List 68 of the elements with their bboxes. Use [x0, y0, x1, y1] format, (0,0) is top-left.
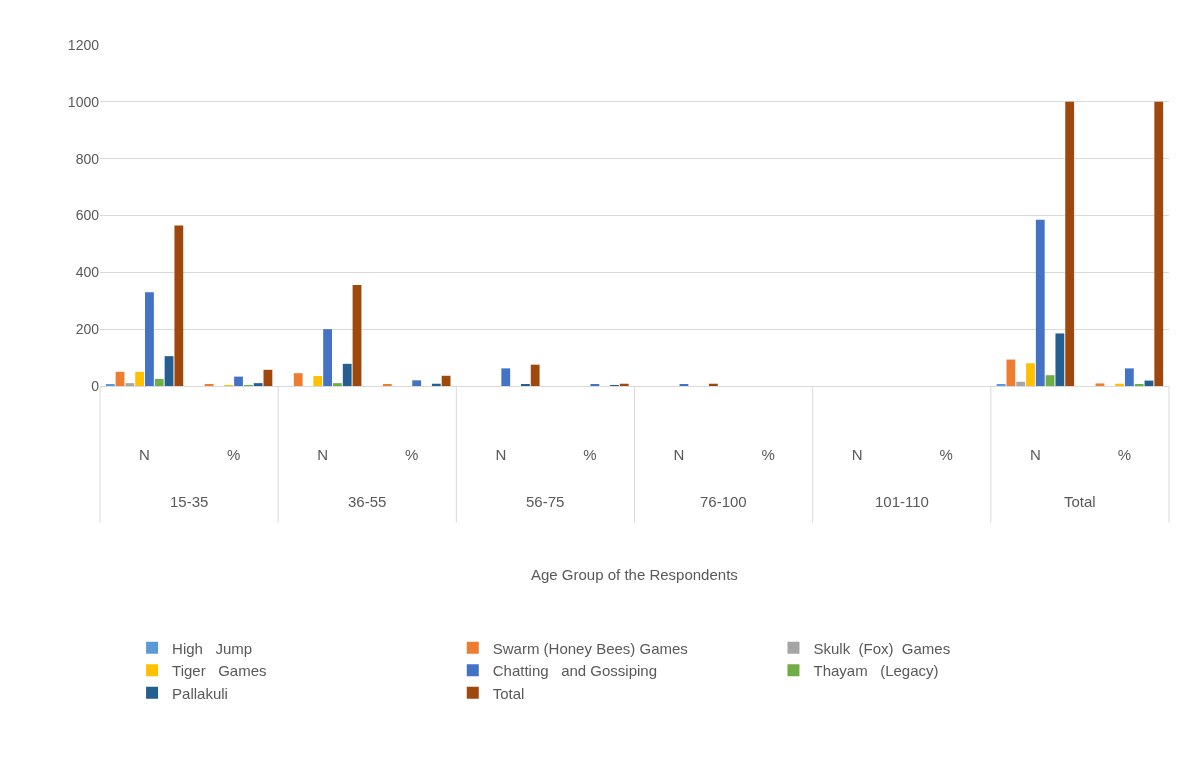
- bar: [1124, 368, 1134, 386]
- legend-label: Swarm (Honey Bees) Games: [492, 639, 688, 657]
- bar: [441, 375, 451, 386]
- text: 101-110: [875, 493, 929, 510]
- text: 76-100: [700, 493, 747, 510]
- y-tick-label: 1200: [67, 36, 100, 53]
- bar: [145, 292, 154, 386]
- legend-label: Pallakuli: [172, 684, 228, 702]
- bar: [342, 363, 352, 386]
- bar: [1016, 381, 1026, 386]
- y-tick-label: 200: [75, 321, 100, 338]
- bar: [115, 371, 125, 386]
- bar: [154, 378, 164, 386]
- bar: [135, 371, 145, 386]
- bar: [1065, 101, 1075, 386]
- bar: [1006, 359, 1016, 386]
- bar: [1055, 333, 1065, 386]
- x-tick-label: %: [1117, 446, 1132, 463]
- text: 36-55: [348, 493, 387, 510]
- bar: [1154, 101, 1164, 386]
- x-tick-label: N: [495, 446, 507, 463]
- text: 15-35: [170, 493, 209, 510]
- bar: [333, 383, 342, 386]
- bar: [708, 383, 718, 386]
- x-tick-label: N: [139, 446, 150, 463]
- x-tick-label: N: [1029, 446, 1041, 463]
- bar: [323, 329, 333, 386]
- bar: [313, 376, 323, 386]
- bar: [125, 383, 135, 386]
- x-tick-label: N: [673, 446, 685, 463]
- x-tick-label: %: [761, 446, 775, 463]
- bar: [174, 225, 184, 386]
- bar: [530, 364, 540, 386]
- text: Total: [1064, 493, 1096, 510]
- y-tick-label: 800: [75, 150, 100, 167]
- legend-label: High Jump: [172, 639, 253, 657]
- x-tick-label: %: [583, 446, 597, 463]
- y-tick-label: 1000: [67, 93, 100, 110]
- bar: [1045, 375, 1055, 386]
- legend-label: Total: [492, 684, 525, 702]
- x-tick-label: N: [851, 446, 863, 463]
- bar: [1115, 383, 1124, 386]
- bar: [293, 373, 303, 386]
- bar: [1026, 363, 1035, 386]
- y-tick-label: 600: [75, 207, 100, 224]
- bar: [234, 376, 243, 386]
- legend-label: Tiger Games: [172, 662, 267, 680]
- y-tick-label: 0: [91, 377, 100, 394]
- legend-label: Skulk (Fox) Games: [813, 639, 951, 657]
- bar: [164, 356, 174, 386]
- bar: [352, 285, 362, 386]
- legend-label: Thayam (Legacy): [813, 662, 939, 680]
- text: 56-75: [526, 493, 565, 510]
- bar: [253, 383, 263, 386]
- bar: [1095, 383, 1105, 386]
- bar: [501, 368, 511, 386]
- bar: [619, 383, 629, 386]
- x-tick-label: %: [226, 446, 241, 463]
- x-tick-label: N: [317, 446, 329, 463]
- bar: [1035, 219, 1045, 386]
- y-tick-label: 400: [75, 264, 100, 281]
- bar: [431, 383, 441, 386]
- x-tick-label: %: [405, 446, 419, 463]
- text: Age Group of the Respondents: [531, 566, 738, 583]
- bar: [412, 380, 422, 386]
- legend-label: Chatting and Gossiping: [492, 662, 658, 680]
- bar: [263, 369, 273, 386]
- x-tick-label: %: [939, 446, 953, 463]
